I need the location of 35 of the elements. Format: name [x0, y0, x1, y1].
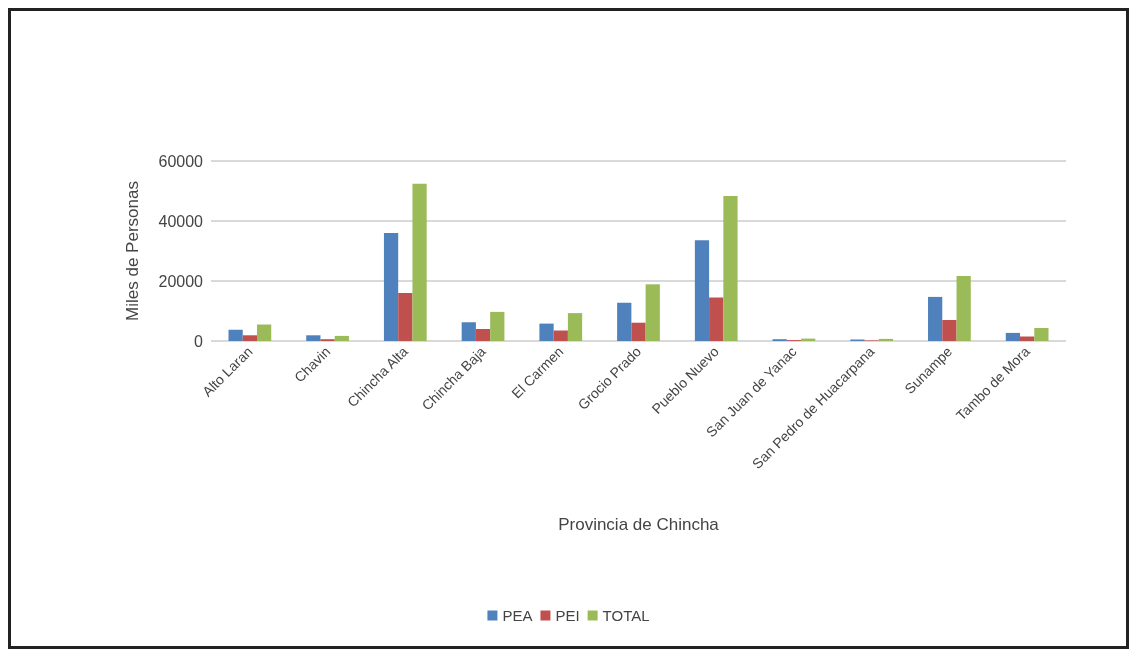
bar	[412, 183, 427, 341]
bar	[228, 329, 243, 341]
bar	[539, 323, 554, 341]
bar	[723, 196, 738, 341]
y-tick-label: 40000	[158, 212, 204, 230]
bar	[306, 335, 321, 341]
bar	[928, 296, 943, 341]
bar	[631, 322, 646, 341]
x-axis-title: Provincia de Chincha	[558, 515, 720, 534]
y-tick-label: 20000	[158, 272, 204, 290]
bar	[242, 335, 257, 341]
bar	[1034, 328, 1049, 341]
bar	[461, 322, 476, 341]
bar	[617, 302, 632, 341]
bar	[709, 297, 724, 341]
y-tick-label: 60000	[158, 152, 204, 170]
bar	[956, 275, 971, 341]
bar	[694, 240, 710, 341]
bar	[645, 284, 660, 341]
bar	[256, 324, 272, 341]
legend-label: TOTAL	[602, 607, 650, 624]
bar	[567, 313, 583, 341]
legend-label: PEA	[502, 607, 533, 624]
bar	[475, 329, 491, 341]
bar	[334, 335, 349, 341]
bar	[383, 233, 399, 341]
y-tick-label: 0	[194, 332, 204, 350]
bar	[878, 338, 894, 341]
y-axis-title: Miles de Personas	[123, 181, 142, 321]
bar	[1005, 332, 1021, 341]
bar	[490, 311, 505, 341]
bar	[942, 320, 957, 341]
bar	[553, 330, 568, 341]
legend-label: PEI	[555, 607, 580, 624]
bar	[398, 293, 413, 341]
